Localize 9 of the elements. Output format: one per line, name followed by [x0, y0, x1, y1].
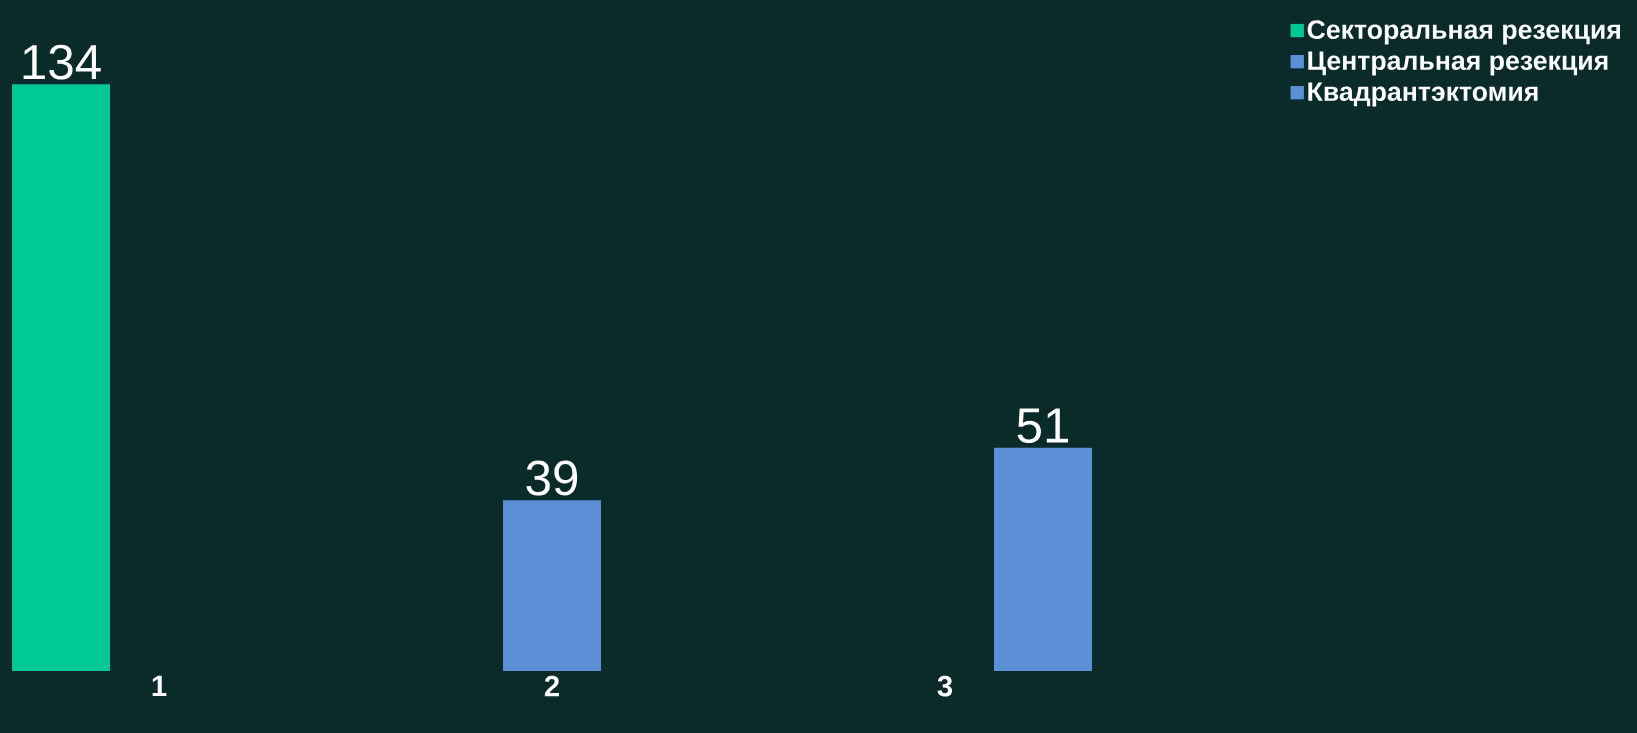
legend-label: Секторальная резекция [1307, 20, 1621, 45]
x-tick-label: 3 [937, 675, 953, 697]
x-tick-label: 1 [152, 675, 167, 696]
data-label: 134 [23, 44, 101, 80]
legend-label: Центральная резекция [1308, 51, 1608, 76]
data-label: 39 [526, 460, 578, 496]
legend-label: Квадрантэктомия [1308, 82, 1538, 107]
x-tick-label: 2 [544, 675, 560, 697]
data-label: 51 [1017, 408, 1069, 443]
